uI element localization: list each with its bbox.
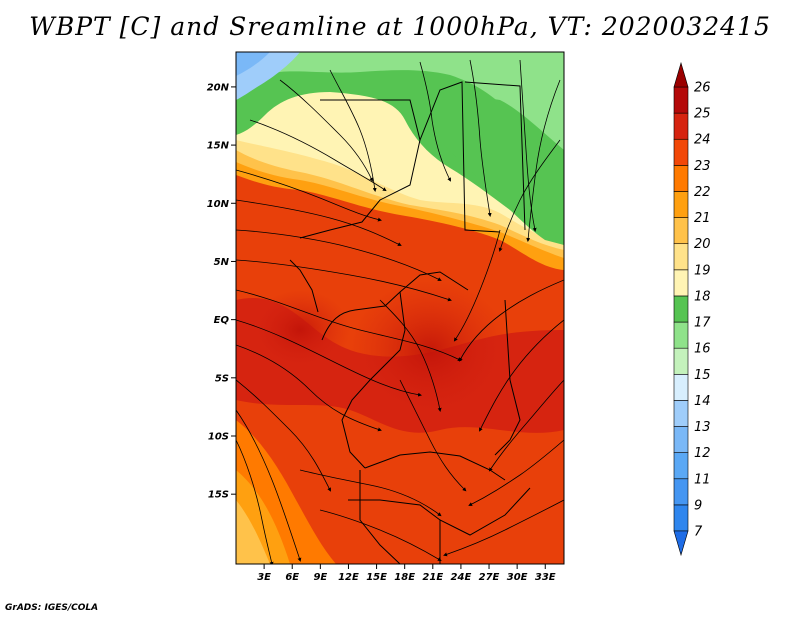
lat-tick-label: 15N	[207, 141, 230, 152]
colorbar-label: 24	[694, 133, 711, 148]
colorbar-segment	[673, 295, 689, 323]
colorbar-segment	[673, 138, 689, 166]
latitude-axis: 20N 15N 10N 5N EQ 5S 10S 15S	[207, 82, 236, 501]
lat-tick-label: 5N	[214, 257, 230, 268]
colorbar-label: 15	[694, 368, 711, 383]
country-borders	[289, 81, 531, 564]
colorbar-label: 26	[694, 81, 711, 96]
colorbar-label: 23	[694, 159, 711, 174]
lon-tick-label: 6E	[285, 572, 299, 583]
colorbar-segment	[673, 269, 689, 297]
colorbar-segment	[673, 86, 689, 114]
colorbar-segment	[673, 243, 689, 271]
grads-credit: GrADS: IGES/COLA	[5, 603, 99, 613]
colorbar-segment	[673, 321, 689, 349]
lat-tick-label: EQ	[214, 315, 230, 326]
colorbar-label: 13	[694, 420, 711, 435]
lat-tick-label: 20N	[207, 82, 230, 93]
colorbar-label: 20	[694, 237, 711, 252]
colorbar-upper-extension	[673, 61, 689, 88]
lon-tick-label: 3E	[257, 572, 271, 583]
colorbar: 7 9 11 12 13 14 15 16 17 18 19 20 21 22 23 24 25 26	[673, 61, 711, 557]
colorbar-segment	[673, 347, 689, 375]
colorbar-segment	[673, 400, 689, 427]
colorbar-label: 19	[694, 263, 711, 278]
lon-tick-label: 15E	[366, 572, 387, 583]
lon-tick-label: 9E	[313, 572, 327, 583]
temperature-field	[236, 52, 564, 564]
map-title: WBPT [C] and Sreamline at 1000hPa, VT: 2…	[29, 12, 771, 41]
colorbar-label: 18	[694, 289, 711, 304]
colorbar-segment	[673, 426, 689, 453]
lon-tick-label: 33E	[535, 572, 556, 583]
lat-tick-label: 10N	[207, 199, 230, 210]
colorbar-segment	[673, 191, 689, 218]
colorbar-label: 17	[694, 316, 711, 331]
colorbar-label: 25	[694, 107, 711, 122]
map-frame	[235, 51, 565, 565]
colorbar-segment	[673, 452, 689, 480]
lon-tick-label: 18E	[394, 572, 415, 583]
colorbar-segment	[673, 112, 689, 140]
colorbar-segment	[673, 165, 689, 192]
colorbar-label: 22	[694, 185, 711, 200]
colorbar-label: 7	[694, 525, 703, 540]
colorbar-label: 21	[694, 211, 711, 226]
colorbar-label: 14	[694, 394, 711, 409]
colorbar-label: 12	[694, 446, 711, 461]
lon-tick-label: 27E	[479, 572, 500, 583]
lon-tick-label: 30E	[507, 572, 528, 583]
colorbar-segment	[673, 478, 689, 506]
lat-tick-label: 10S	[208, 432, 229, 443]
lon-tick-label: 12E	[338, 572, 359, 583]
lat-tick-label: 5S	[215, 373, 229, 384]
colorbar-label: 16	[694, 342, 711, 357]
lat-tick-label: 15S	[208, 490, 229, 501]
longitude-axis: 3E 6E 9E 12E 15E 18E 21E 24E 27E 30E 33E	[257, 564, 556, 583]
colorbar-lower-extension	[673, 530, 689, 557]
colorbar-label: 9	[694, 498, 702, 513]
lon-tick-label: 24E	[451, 572, 472, 583]
colorbar-segment	[673, 504, 689, 532]
colorbar-segment	[673, 373, 689, 401]
colorbar-label: 11	[694, 472, 711, 487]
colorbar-segment	[673, 217, 689, 245]
streamlines	[236, 59, 564, 564]
lon-tick-label: 21E	[422, 572, 443, 583]
